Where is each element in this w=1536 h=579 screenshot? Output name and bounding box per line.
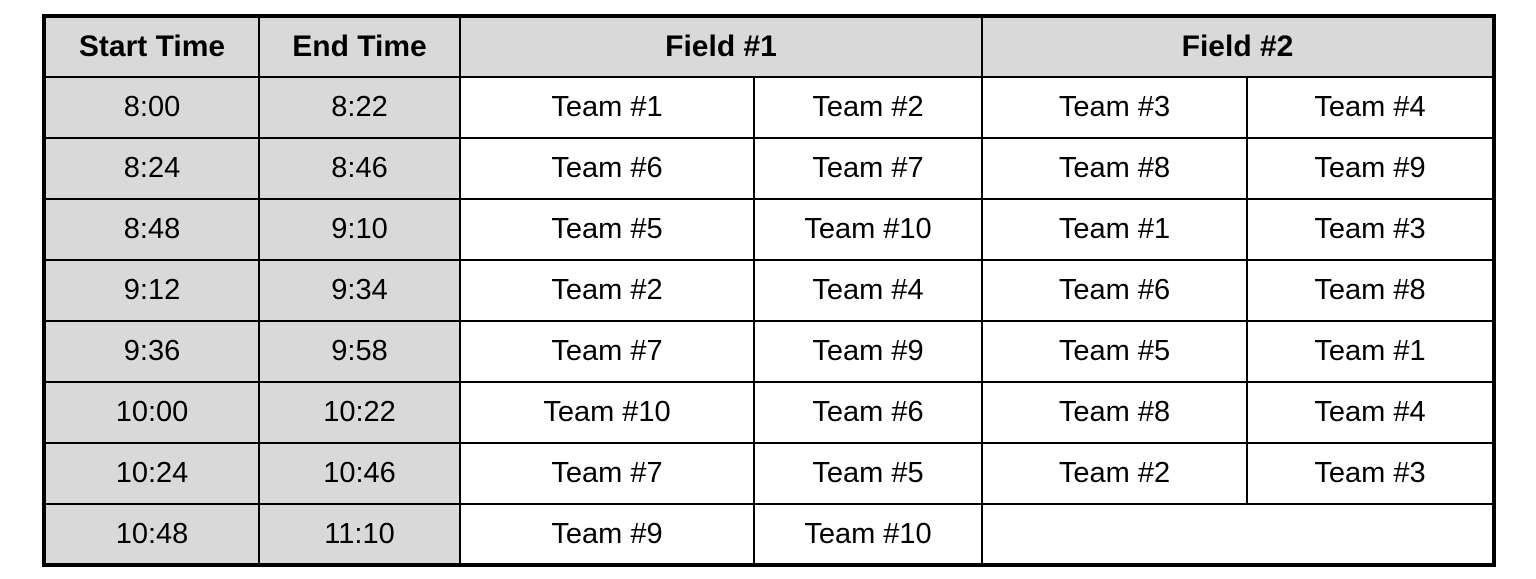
start-time-cell: 10:48 — [43, 503, 260, 566]
end-time-cell: 8:22 — [258, 76, 461, 139]
field1-team-cell: Team #5 — [753, 442, 983, 505]
start-time-cell: 8:00 — [43, 76, 260, 139]
start-time-cell: 8:24 — [43, 137, 260, 200]
field2-empty-cell — [981, 503, 1495, 566]
field1-team-cell: Team #10 — [459, 381, 755, 444]
field2-team-cell: Team #3 — [1246, 198, 1495, 261]
field1-team-cell: Team #7 — [459, 442, 755, 505]
schedule-row-1: 8:00 8:22 Team #1 Team #2 Team #3 Team #4 — [43, 76, 1495, 139]
end-time-cell: 9:34 — [258, 259, 461, 322]
schedule-row-5: 9:36 9:58 Team #7 Team #9 Team #5 Team #1 — [43, 320, 1495, 383]
start-time-cell: 10:24 — [43, 442, 260, 505]
start-time-cell: 9:12 — [43, 259, 260, 322]
field2-team-cell: Team #5 — [981, 320, 1248, 383]
header-field-2: Field #2 — [981, 15, 1495, 78]
start-time-cell: 8:48 — [43, 198, 260, 261]
end-time-cell: 9:58 — [258, 320, 461, 383]
field2-team-cell: Team #8 — [1246, 259, 1495, 322]
end-time-cell: 10:22 — [258, 381, 461, 444]
end-time-cell: 8:46 — [258, 137, 461, 200]
field1-team-cell: Team #2 — [753, 76, 983, 139]
field2-team-cell: Team #9 — [1246, 137, 1495, 200]
field1-team-cell: Team #6 — [459, 137, 755, 200]
field2-team-cell: Team #2 — [981, 442, 1248, 505]
field1-team-cell: Team #4 — [753, 259, 983, 322]
header-row: Start Time End Time Field #1 Field #2 — [43, 15, 1495, 78]
field1-team-cell: Team #9 — [753, 320, 983, 383]
header-end-time: End Time — [258, 15, 461, 78]
schedule-row-2: 8:24 8:46 Team #6 Team #7 Team #8 Team #9 — [43, 137, 1495, 200]
field1-team-cell: Team #7 — [459, 320, 755, 383]
field2-team-cell: Team #8 — [981, 381, 1248, 444]
header-start-time: Start Time — [43, 15, 260, 78]
end-time-cell: 10:46 — [258, 442, 461, 505]
schedule-body: 8:00 8:22 Team #1 Team #2 Team #3 Team #4 8:24… — [43, 76, 1495, 566]
field2-team-cell: Team #4 — [1246, 381, 1495, 444]
field2-team-cell: Team #1 — [1246, 320, 1495, 383]
field1-team-cell: Team #10 — [753, 503, 983, 566]
field2-team-cell: Team #6 — [981, 259, 1248, 322]
schedule-row-8: 10:48 11:10 Team #9 Team #10 — [43, 503, 1495, 566]
field2-team-cell: Team #8 — [981, 137, 1248, 200]
field1-team-cell: Team #10 — [753, 198, 983, 261]
field2-team-cell: Team #3 — [1246, 442, 1495, 505]
schedule-table: Start Time End Time Field #1 Field #2 8:… — [42, 14, 1496, 567]
field1-team-cell: Team #1 — [459, 76, 755, 139]
field2-team-cell: Team #1 — [981, 198, 1248, 261]
end-time-cell: 11:10 — [258, 503, 461, 566]
field2-team-cell: Team #3 — [981, 76, 1248, 139]
field2-team-cell: Team #4 — [1246, 76, 1495, 139]
field1-team-cell: Team #2 — [459, 259, 755, 322]
header-field-1: Field #1 — [459, 15, 983, 78]
field1-team-cell: Team #6 — [753, 381, 983, 444]
start-time-cell: 10:00 — [43, 381, 260, 444]
field1-team-cell: Team #7 — [753, 137, 983, 200]
schedule-row-4: 9:12 9:34 Team #2 Team #4 Team #6 Team #8 — [43, 259, 1495, 322]
field1-team-cell: Team #9 — [459, 503, 755, 566]
end-time-cell: 9:10 — [258, 198, 461, 261]
schedule-row-6: 10:00 10:22 Team #10 Team #6 Team #8 Team #4 — [43, 381, 1495, 444]
schedule-row-7: 10:24 10:46 Team #7 Team #5 Team #2 Team #3 — [43, 442, 1495, 505]
schedule-row-3: 8:48 9:10 Team #5 Team #10 Team #1 Team #3 — [43, 198, 1495, 261]
field1-team-cell: Team #5 — [459, 198, 755, 261]
start-time-cell: 9:36 — [43, 320, 260, 383]
